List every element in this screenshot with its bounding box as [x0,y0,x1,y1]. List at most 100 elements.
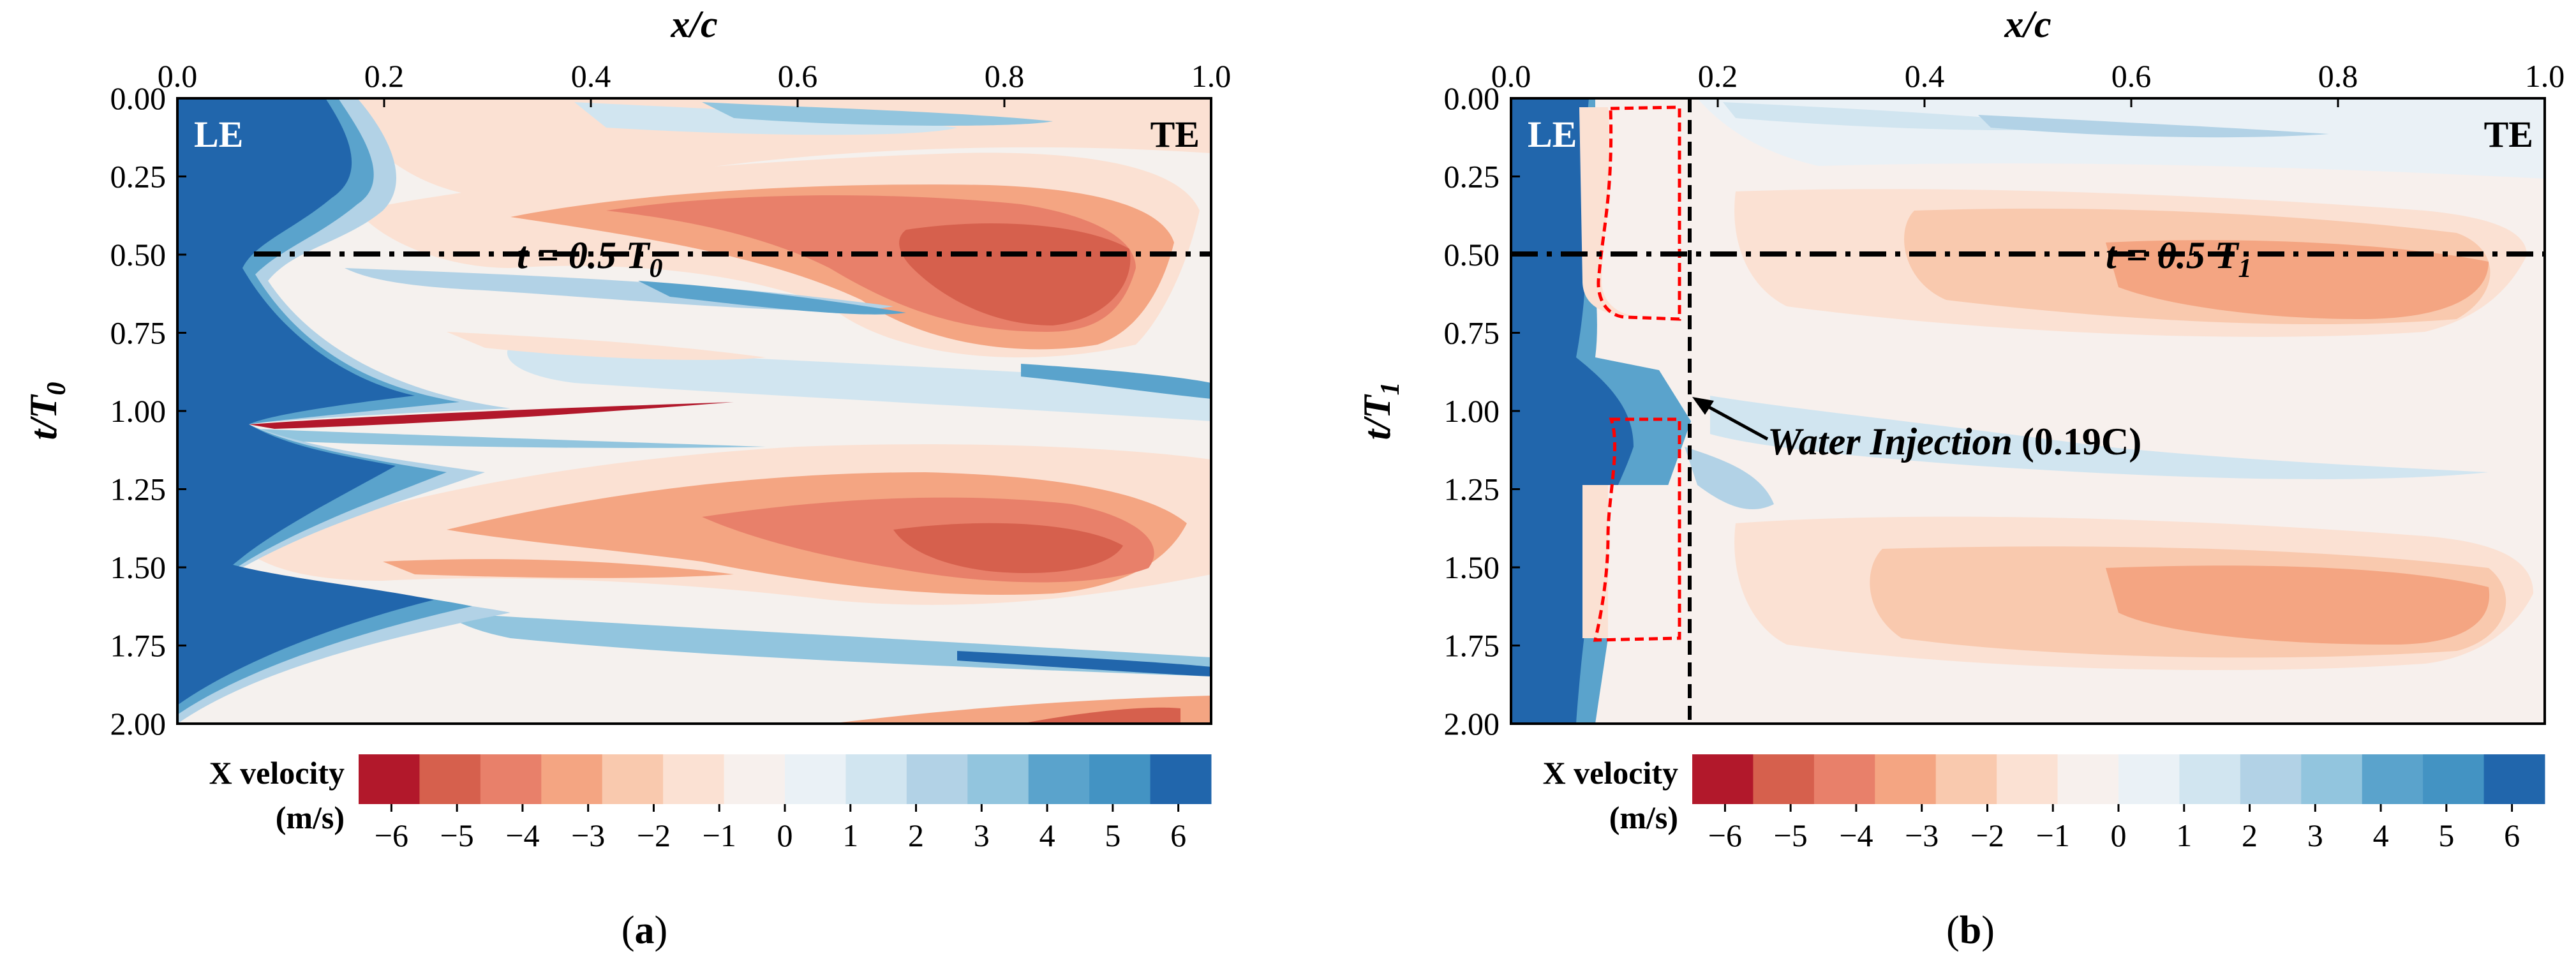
panel-a-te-label: TE [1150,114,1200,155]
panel-a-bottom-blue-dark [957,651,1211,676]
panel-a-colorbar-tick-label: 5 [1105,817,1120,853]
panel-a-streak-blue2 [638,281,906,315]
panel-b-x-tick-label: 1.0 [2525,58,2565,94]
panel-b-te-label: TE [2484,114,2533,155]
panel-a-streak-red [249,402,734,429]
panel-b-y-tick-label: 1.25 [1444,472,1500,507]
panel-a-colorbar-tick-label: 1 [842,817,858,853]
panel-a-region-red [899,223,1131,325]
panel-a-x-tick-label: 0.8 [985,58,1025,94]
panel-b-x-tick-label: 0.4 [1905,58,1945,94]
panel-b-colorbar-swatch [2423,754,2485,804]
panel-b-colorbar-title-line2: (m/s) [1609,800,1678,835]
panel-b: t = 0.5 T1 Water Injection (0.19C) LE TE … [1356,3,2565,952]
panel-a-y-tick-label: 1.25 [110,472,167,507]
panel-a-colorbar-tick-label: 3 [974,817,990,853]
panel-b-y-tick-label: 1.75 [1444,628,1500,664]
panel-b-y-title: t/T1 [1356,382,1405,440]
panel-a-band-blue-mid2 [1021,364,1211,399]
panel-a-y-tick-label: 0.00 [110,80,167,116]
panel-a-le-blue-dark [177,98,434,705]
panel-a-colorbar-swatch [419,754,481,804]
panel-a-colorbar-swatch [724,754,785,804]
panel-b-colorbar-tick-label: −2 [1970,817,2004,853]
panel-a: t = 0.5 T0 LE TE 0.0 0.2 0.4 0.6 0.8 1.0 0.00… [22,3,1231,952]
panel-b-y-ticks: 0.00 0.25 0.50 0.75 1.00 1.25 1.50 1.75 2.00 [1444,80,1520,742]
panel-a-colorbar-swatch [1150,754,1212,804]
panel-b-colorbar-swatch [1997,754,2059,804]
panel-b-colorbar-swatch [2240,754,2302,804]
panel-b-colorbar-tick-label: −4 [1839,817,1873,853]
panel-a-colorbar-title-line2: (m/s) [276,800,345,835]
panel-a-colorbar-swatch [967,754,1029,804]
panel-a-x-title: x/c [670,3,717,45]
panel-b-top-blue2 [1978,115,2329,138]
panel-a-y-tick-label: 0.50 [110,237,167,272]
panel-a-colorbar-title-line1: X velocity [209,755,345,791]
panel-a-colorbar-tick-label: 4 [1039,817,1055,853]
panel-a-colorbar-swatch [663,754,725,804]
panel-b-y-tick-label: 0.75 [1444,315,1500,351]
panel-a-y-tick-label: 0.75 [110,315,167,351]
panel-b-colorbar-tick-label: 4 [2373,817,2389,853]
panel-a-colorbar-tick-label: −1 [703,817,736,853]
panel-a-colorbar-swatch [1028,754,1090,804]
panel-a-contours [177,98,1211,724]
panel-a-band-top-blue2 [702,102,1053,126]
panel-b-colorbar-tick-label: 6 [2504,817,2520,853]
panel-b-y-tick-label: 1.00 [1444,393,1500,429]
panel-b-colorbar-swatch [2483,754,2545,804]
panel-a-x-tick-label: 1.0 [1191,58,1232,94]
panel-a-bottom-red [1021,707,1180,724]
panel-a-colorbar-swatch [906,754,968,804]
panel-a-colorbar-swatch [359,754,420,804]
panel-a-x-tick-label: 0.2 [364,58,405,94]
panel-a-x-tick-label: 0.4 [571,58,611,94]
panel-a-band-pink-mid [447,332,766,361]
panel-a-colorbar-tick-label: −4 [505,817,539,853]
panel-a-colorbar-tick-label: −3 [571,817,605,853]
panel-b-contours [1511,98,2545,724]
panel-a-y-tick-label: 1.75 [110,628,167,664]
panel-b-y-tick-label: 0.00 [1444,80,1500,116]
panel-b-x-tick-label: 0.6 [2111,58,2152,94]
panel-a-colorbar-tick-label: −5 [440,817,474,853]
panel-b-colorbar-title-line1: X velocity [1543,755,1678,791]
panel-b-colorbar-tick-label: 3 [2307,817,2323,853]
panel-b-x-tick-label: 0.2 [1698,58,1738,94]
panel-a-lower-salmon2 [383,559,734,578]
panel-b-colorbar-tick-label: 2 [2242,817,2258,853]
panel-b-x-tick-label: 0.0 [1491,58,1531,94]
panel-b-colorbar-tick-label: −5 [1774,817,1808,853]
panel-a-colorbar: −6 −5 −4 −3 −2 −1 0 1 2 3 4 5 6 [359,754,1212,853]
panel-a-le-label: LE [194,114,243,155]
panel-a-colorbar-tick-label: 6 [1170,817,1186,853]
panel-a-colorbar-tick-label: −6 [375,817,408,853]
panel-a-y-tick-label: 1.50 [110,549,167,585]
panel-b-colorbar-tick-label: −6 [1708,817,1742,853]
panel-b-colorbar-tick-label: 0 [2111,817,2127,853]
panel-b-x-tick-label: 0.8 [2318,58,2358,94]
panel-b-colorbar-swatch [2179,754,2241,804]
panel-a-reference-label: t = 0.5 T0 [517,234,663,283]
panel-b-colorbar-swatch [2301,754,2363,804]
panel-b-colorbar-tick-label: −1 [2036,817,2070,853]
panel-b-colorbar-swatch [1692,754,1753,804]
panel-a-y-tick-label: 0.25 [110,159,167,195]
panel-b-colorbar-tick-label: 5 [2438,817,2454,853]
panel-b-le-blue-dark [1511,98,1634,724]
panel-a-colorbar-swatch [785,754,846,804]
panel-a-x-ticks: 0.0 0.2 0.4 0.6 0.8 1.0 [158,58,1232,107]
panel-b-mid-blue-spot [1685,447,1774,510]
panel-a-label: (a) [622,909,667,952]
panel-a-colorbar-swatch [845,754,907,804]
panel-a-colorbar-swatch [602,754,664,804]
panel-b-y-tick-label: 1.50 [1444,549,1500,585]
panel-a-colorbar-swatch [541,754,603,804]
panel-b-colorbar-swatch [1935,754,1997,804]
panel-a-y-title: t/T0 [22,382,71,440]
panel-b-cavity-top-inner [1602,107,1679,316]
panel-a-lower-red [893,523,1123,574]
panel-b-y-tick-label: 0.50 [1444,237,1500,272]
